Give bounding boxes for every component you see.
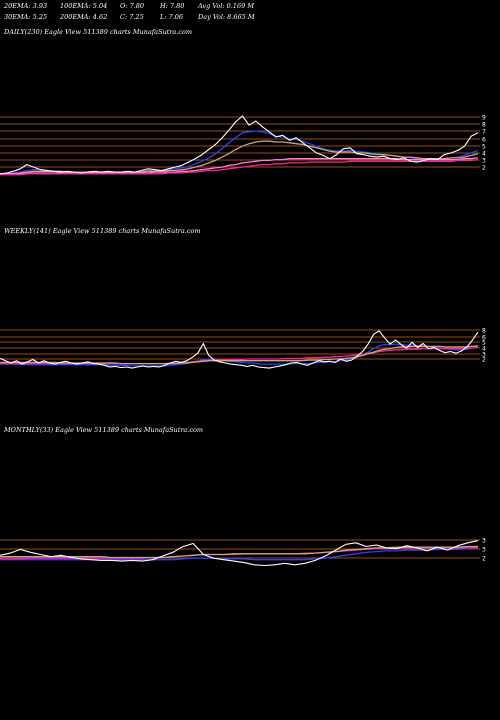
daily-y-tick-label: 9 bbox=[482, 115, 486, 122]
daily-y-tick-label: 8 bbox=[482, 122, 486, 129]
monthly-chart-title: MONTHLY(33) Eagle View 511389 charts Mun… bbox=[4, 426, 204, 434]
weekly-y-tick-label: 8 bbox=[482, 328, 486, 335]
weekly-y-tick-label: 3 bbox=[482, 352, 486, 359]
daily-y-tick-label: 5 bbox=[482, 144, 486, 151]
weekly-chart-title: WEEKLY(141) Eagle View 511389 charts Mun… bbox=[4, 227, 201, 235]
weekly-y-tick-label: 2 bbox=[482, 357, 486, 364]
monthly-y-tick-label: 3 bbox=[482, 547, 486, 554]
daily-ema-line bbox=[0, 158, 479, 176]
daily-y-tick-label: 3 bbox=[482, 158, 486, 165]
monthly-y-tick-label: 3 bbox=[482, 538, 486, 545]
weekly-y-tick-label: 6 bbox=[482, 335, 486, 342]
stat-low: L: 7.06 bbox=[160, 13, 184, 21]
daily-y-tick-label: 2 bbox=[482, 165, 486, 172]
daily-price-line bbox=[0, 115, 479, 175]
weekly-y-tick-label: 5 bbox=[482, 340, 486, 347]
stat-open: O: 7.80 bbox=[120, 2, 145, 10]
stat-day-vol: Day Vol: 8.665 M bbox=[198, 13, 255, 21]
monthly-panel: 3 3 2 bbox=[0, 538, 486, 567]
daily-chart-title: DAILY(230) Eagle View 511389 charts Muna… bbox=[4, 28, 193, 36]
monthly-ema-line bbox=[0, 547, 479, 561]
daily-ema-line bbox=[0, 140, 479, 175]
stat-200ema: 200EMA: 4.62 bbox=[60, 13, 108, 21]
daily-y-tick-label: 4 bbox=[482, 151, 486, 158]
monthly-price-line bbox=[0, 540, 479, 567]
stat-high: H: 7.80 bbox=[160, 2, 185, 10]
daily-y-tick-label: 7 bbox=[482, 129, 486, 136]
daily-y-tick-label: 6 bbox=[482, 137, 486, 144]
weekly-price-line bbox=[0, 330, 479, 369]
stat-avg-vol: Avg Vol: 0.169 M bbox=[198, 2, 255, 10]
stat-20ema: 20EMA: 3.93 bbox=[4, 2, 48, 10]
monthly-y-tick-label: 2 bbox=[482, 556, 486, 563]
stat-30ema: 30EMA: 5.25 bbox=[4, 13, 48, 21]
weekly-ema-line bbox=[0, 343, 479, 367]
monthly-ema-line bbox=[0, 545, 478, 559]
stat-100ema: 100EMA: 5.04 bbox=[60, 2, 108, 10]
stat-close: C: 7.25 bbox=[120, 13, 144, 21]
weekly-y-tick-label: 4 bbox=[482, 346, 486, 353]
